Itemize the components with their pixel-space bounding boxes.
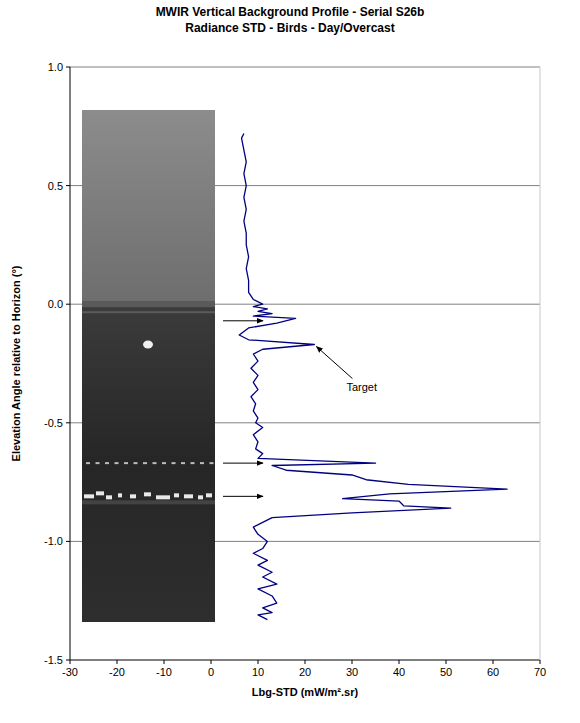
y-tick [66,185,70,186]
y-tick-label: 1.0 [48,61,63,73]
y-axis-title: Elevation Angle relative to Horizon (°) [10,265,22,461]
profile-line [239,133,507,619]
plot-area [239,133,507,619]
x-tick-label: 50 [440,666,452,678]
x-tick [164,660,165,664]
x-tick [399,660,400,664]
x-tick-label: 20 [299,666,311,678]
x-tick [352,660,353,664]
x-tick [540,660,541,664]
x-tick-label: -10 [156,666,172,678]
x-tick-label: 40 [393,666,405,678]
x-tick [446,660,447,664]
x-axis [70,660,540,661]
title: MWIR Vertical Background Profile - Seria… [156,5,425,19]
grid-line [70,67,540,68]
x-tick-label: 70 [534,666,546,678]
y-tick [66,67,70,68]
x-tick-label: 0 [208,666,214,678]
x-tick-label: 30 [346,666,358,678]
y-tick [66,422,70,423]
annotation: Target [346,381,377,393]
x-axis-title: Lbg-STD (mW/m².sr) [252,686,359,698]
x-tick [211,660,212,664]
y-tick-label: -1.5 [44,654,63,666]
plot-frame [540,67,541,660]
subtitle: Radiance STD - Birds - Day/Overcast [185,21,394,35]
arrow [223,496,263,497]
x-tick-label: 10 [252,666,264,678]
x-tick-label: -20 [109,666,125,678]
chart: MWIR Vertical Background Profile - Seria… [0,0,580,723]
x-tick [258,660,259,664]
y-axis [70,67,71,660]
x-tick [70,660,71,664]
x-tick [493,660,494,664]
y-tick [66,660,70,661]
x-tick-label: -30 [62,666,78,678]
y-tick-label: 0.0 [48,298,63,310]
arrow [223,463,263,464]
arrow [223,320,263,321]
x-tick [305,660,306,664]
y-tick [66,541,70,542]
x-tick-label: 60 [487,666,499,678]
y-tick-label: -0.5 [44,417,63,429]
ir-image [82,110,215,622]
y-tick [66,304,70,305]
x-tick [117,660,118,664]
annotation-arrow [316,347,352,379]
y-tick-label: -1.0 [44,535,63,547]
y-tick-label: 0.5 [48,180,63,192]
